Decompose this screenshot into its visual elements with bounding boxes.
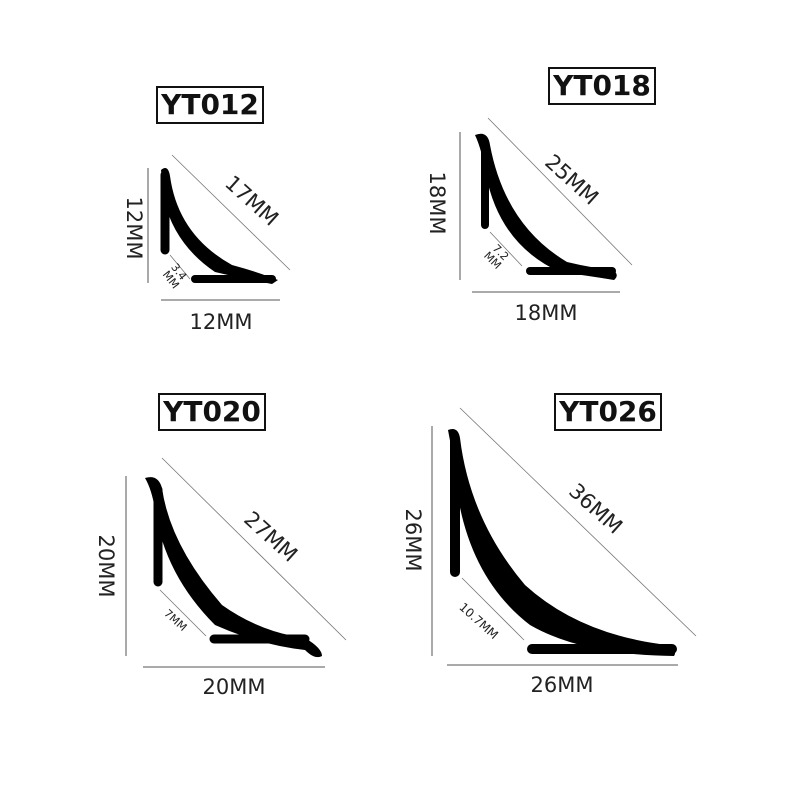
dim-height-yt026: 26MM xyxy=(401,509,425,572)
dim-hypotenuse-yt018: 25MM xyxy=(540,150,603,210)
dim-width-yt026: 26MM xyxy=(531,673,594,697)
dim-hypotenuse-yt012: 17MM xyxy=(220,171,283,231)
dim-line-hypotenuse-yt020 xyxy=(161,457,347,641)
model-label-yt012: YT012 xyxy=(156,86,264,124)
dim-radius-yt026: 10.7MM xyxy=(456,600,501,642)
profile-shape-yt012 xyxy=(161,168,278,284)
dim-line-radius-yt012 xyxy=(169,254,191,280)
dim-height-yt018: 18MM xyxy=(425,172,449,235)
dim-line-radius-yt020 xyxy=(159,589,207,637)
dim-hypotenuse-yt020: 27MM xyxy=(239,507,302,567)
profile-shape-yt020 xyxy=(145,477,322,658)
profile-yt020: 27MM 20MM 20MM 7MM xyxy=(94,457,347,699)
dim-line-hypotenuse-yt018 xyxy=(487,117,633,266)
dim-width-yt012: 12MM xyxy=(190,310,253,334)
profile-yt012: 17MM 12MM 12MM 3.4 MM xyxy=(122,154,291,334)
dim-line-radius-yt018 xyxy=(489,231,523,267)
model-label-yt018: YT018 xyxy=(548,67,656,105)
dim-line-hypotenuse-yt026 xyxy=(459,407,697,637)
dim-line-radius-yt026 xyxy=(461,577,525,641)
dim-radius-yt020: 7MM xyxy=(161,607,189,634)
dim-width-yt018: 18MM xyxy=(515,301,578,325)
model-label-yt020: YT020 xyxy=(158,393,266,431)
dim-height-yt012: 12MM xyxy=(122,197,146,260)
dim-line-hypotenuse-yt012 xyxy=(171,154,291,271)
profile-yt026: 36MM 26MM 26MM 10.7MM xyxy=(401,407,697,697)
profile-shape-yt026 xyxy=(448,429,676,656)
profile-shape-yt018 xyxy=(475,133,617,280)
dim-width-yt020: 20MM xyxy=(203,675,266,699)
dim-hypotenuse-yt026: 36MM xyxy=(564,479,627,539)
dim-height-yt020: 20MM xyxy=(94,535,118,598)
profile-yt018: 25MM 18MM 18MM 7.2 MM xyxy=(425,117,633,325)
model-label-yt026: YT026 xyxy=(554,393,662,431)
